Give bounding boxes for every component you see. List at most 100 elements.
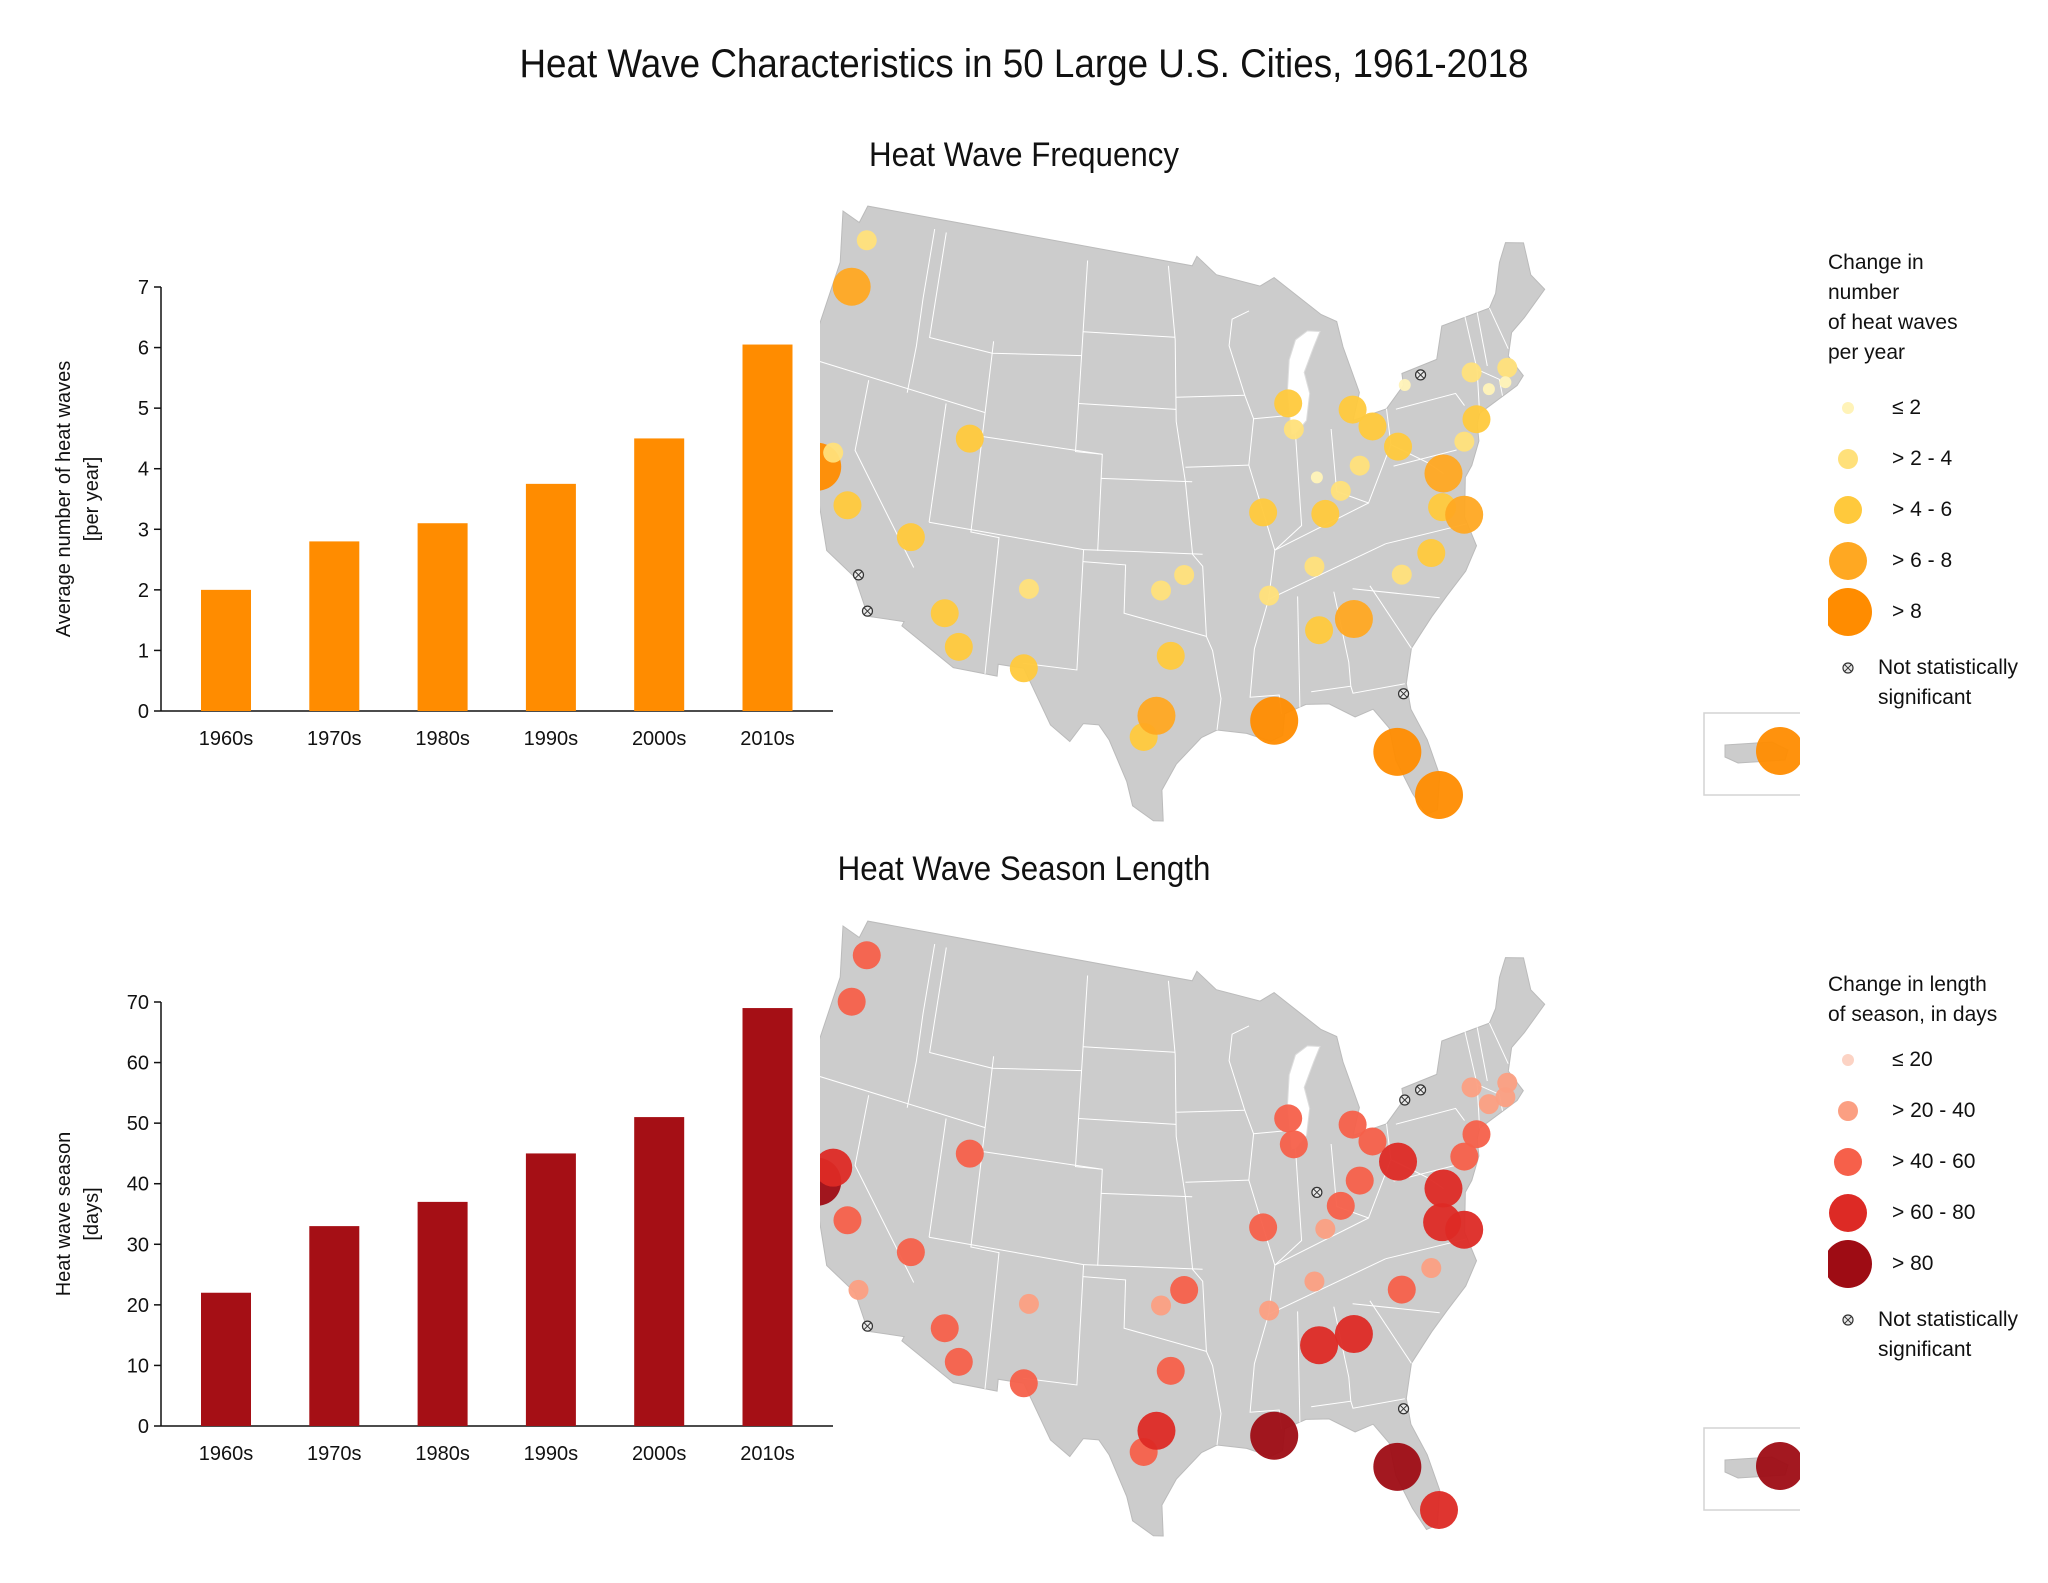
city-marker [833, 1206, 862, 1235]
city-marker [1330, 480, 1351, 501]
state-border [1274, 1148, 1303, 1266]
state-border [1476, 312, 1488, 367]
city-marker [1424, 454, 1463, 493]
bar-1980s [417, 523, 468, 711]
ns-icon-cross [1844, 664, 1852, 672]
city-marker [1151, 1295, 1172, 1316]
city-marker [1417, 539, 1446, 568]
y-axis-label-line2: [days] [81, 1187, 103, 1240]
city-marker [1304, 1271, 1325, 1292]
x-tick-label: 1970s [307, 1443, 362, 1465]
ns-marker-cross [1399, 690, 1408, 698]
not-significant-marker [861, 1320, 874, 1332]
city-marker [930, 1314, 959, 1343]
state-border [1074, 260, 1103, 551]
season-bar-chart: 0 10 20 30 40 50 60 70 1960s 1970s 1980s 1990s 2000s… [53, 992, 833, 1465]
frequency-legend: Change in number of heat waves per year … [1828, 248, 2038, 718]
y-tick-label: 3 [138, 519, 149, 541]
legend-circle [1838, 1101, 1858, 1121]
city-marker [1315, 1218, 1336, 1239]
legend-item: > 8 [1828, 588, 2048, 638]
bar-1990s [525, 1153, 576, 1426]
state-border [1167, 980, 1222, 1446]
state-border [928, 403, 947, 523]
state-border [1176, 394, 1245, 398]
legend-item: > 2 - 4 [1828, 435, 2048, 485]
y-axis-label-line1: Average number of heat waves [53, 361, 75, 637]
y-tick-label: 50 [127, 1113, 149, 1135]
legend-swatch [1829, 1194, 1867, 1232]
season-map [820, 920, 1800, 1537]
legend-item: > 40 - 60 [1828, 1138, 2048, 1188]
state-border [1022, 1264, 1085, 1386]
y-tick-label: 0 [138, 1416, 149, 1438]
bar-1970s [309, 1226, 360, 1426]
legend-label: > 40 - 60 [1892, 1150, 1976, 1173]
city-marker [1009, 654, 1038, 683]
city-marker [1305, 616, 1334, 645]
y-tick-label: 5 [138, 398, 149, 420]
state-border [1167, 265, 1222, 731]
legend-swatch [1838, 1101, 1858, 1121]
city-marker [820, 1148, 853, 1187]
city-marker [955, 424, 984, 453]
x-tick-label: 1960s [199, 1443, 254, 1465]
city-marker [1445, 495, 1484, 534]
state-border [854, 380, 915, 568]
legend-circle [1828, 588, 1872, 636]
city-marker [1018, 1293, 1039, 1314]
city-marker [1379, 1142, 1418, 1181]
city-marker [896, 523, 925, 552]
city-marker [1756, 1442, 1800, 1490]
state-border [1083, 549, 1203, 555]
city-marker [1249, 1213, 1278, 1242]
legend-item: ≤ 2 [1828, 384, 2048, 434]
city-marker [944, 632, 973, 661]
city-marker [1450, 1142, 1479, 1171]
city-marker [1274, 1104, 1303, 1133]
city-marker [1420, 1491, 1458, 1529]
x-tick-label: 1990s [524, 1443, 579, 1465]
city-marker [1009, 1369, 1038, 1398]
city-marker [896, 1238, 925, 1267]
legend-swatch [1842, 402, 1854, 414]
city-marker [1174, 565, 1195, 586]
y-axis-label-line2: [per year] [81, 457, 103, 541]
state-border [1268, 543, 1387, 600]
y-tick-label: 40 [127, 1174, 149, 1196]
season-legend-title: Change in length of season, in days [1828, 973, 1998, 1026]
state-border [1488, 307, 1509, 349]
state-border [1083, 331, 1176, 338]
city-marker [852, 941, 881, 970]
bar-1960s [201, 589, 251, 711]
state-border [1074, 975, 1103, 1266]
city-marker [1462, 1120, 1491, 1149]
state-border [1101, 477, 1193, 483]
legend-swatch [1828, 1240, 1872, 1288]
y-axis-label: Heat wave season [days] [53, 1132, 103, 1297]
legend-not-significant: Not statistically significant [1828, 639, 2048, 719]
bar-2010s [742, 1008, 793, 1426]
x-tick-label: 2010s [740, 1443, 795, 1465]
city-marker [1345, 1166, 1374, 1195]
city-marker [944, 1347, 973, 1376]
city-marker [1311, 499, 1340, 528]
ns-marker-cross [854, 571, 863, 579]
city-marker [1445, 1210, 1484, 1249]
city-marker [1334, 600, 1373, 639]
city-marker [1018, 578, 1039, 599]
city-marker [1259, 1300, 1280, 1321]
city-marker [1358, 412, 1387, 441]
legend-circle [1842, 1054, 1854, 1066]
state-border [1297, 596, 1301, 708]
legend-item: > 80 [1828, 1240, 2048, 1290]
city-marker [1259, 585, 1280, 606]
legend-not-significant-label: Not statistically significant [1878, 1308, 2019, 1361]
legend-circle [1838, 449, 1858, 469]
city-marker [1358, 1127, 1387, 1156]
legend-swatch [1834, 496, 1862, 524]
y-tick-label: 60 [127, 1053, 149, 1075]
city-marker [1156, 641, 1185, 670]
x-tick-label: 2010s [740, 728, 795, 750]
state-border [929, 947, 1082, 1072]
